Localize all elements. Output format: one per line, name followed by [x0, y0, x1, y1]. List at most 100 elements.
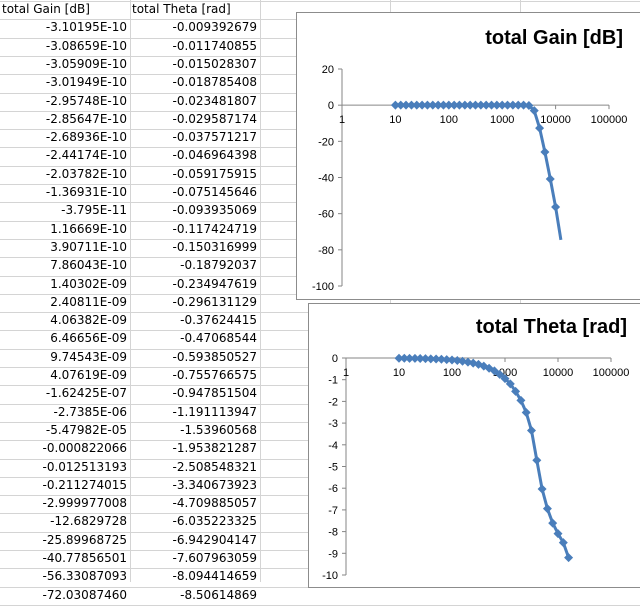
- gain-value-cell[interactable]: 4.07619E-09: [50, 368, 127, 382]
- theta-value-cell[interactable]: -0.093935069: [172, 203, 258, 217]
- data-point-marker: [516, 395, 526, 405]
- gain-value-cell[interactable]: -2.85647E-10: [45, 112, 127, 126]
- gain-value-cell[interactable]: -0.000822066: [42, 441, 128, 455]
- data-point-marker: [460, 100, 470, 110]
- gain-value-cell[interactable]: 7.86043E-10: [50, 258, 127, 272]
- y-tick-label: 0: [328, 100, 334, 112]
- theta-value-cell[interactable]: -1.53960568: [180, 423, 257, 437]
- theta-value-cell[interactable]: -0.150316999: [172, 240, 258, 254]
- theta-value-cell[interactable]: -0.37624415: [180, 313, 257, 327]
- theta-value-cell[interactable]: -1.953821287: [172, 441, 258, 455]
- gain-value-cell[interactable]: 2.40811E-09: [50, 295, 127, 309]
- y-tick-label: -7: [328, 505, 338, 517]
- y-tick-label: 20: [322, 64, 334, 76]
- gain-value-cell[interactable]: -0.012513193: [42, 460, 128, 474]
- data-point-marker: [454, 100, 464, 110]
- y-tick-label: -60: [318, 209, 334, 221]
- theta-value-cell[interactable]: -0.117424719: [172, 222, 258, 236]
- theta-chart[interactable]: total Theta [rad] 0 -1 -2 -3 -4 -5 -6 -7 -8 -9 -10…: [308, 303, 640, 588]
- theta-value-cell[interactable]: -0.18792037: [180, 258, 257, 272]
- column-gridline: [130, 0, 131, 582]
- theta-value-cell[interactable]: -6.035223325: [172, 514, 258, 528]
- gain-chart[interactable]: total Gain [dB] 20 0 -20 -40 -60 -80 -100 1 10 10…: [296, 12, 640, 300]
- gain-value-cell[interactable]: 3.90711E-10: [50, 240, 127, 254]
- y-tick-label: -6: [328, 483, 338, 495]
- row-gridline: [0, 1, 640, 2]
- data-point-marker: [540, 147, 550, 157]
- x-tick-label: 1: [339, 114, 345, 126]
- gain-value-cell[interactable]: -3.10195E-10: [45, 20, 127, 34]
- theta-value-cell[interactable]: -2.508548321: [172, 460, 258, 474]
- theta-value-cell[interactable]: -6.942904147: [172, 533, 258, 547]
- theta-value-cell[interactable]: -0.059175915: [172, 167, 258, 181]
- gain-value-cell[interactable]: -40.77856501: [42, 551, 128, 565]
- gain-chart-title: total Gain [dB]: [485, 27, 623, 49]
- gain-value-cell[interactable]: -2.95748E-10: [45, 94, 127, 108]
- theta-value-cell[interactable]: -4.709885057: [172, 496, 258, 510]
- theta-value-cell[interactable]: -1.191113947: [172, 405, 258, 419]
- theta-value-cell[interactable]: -0.009392679: [172, 20, 258, 34]
- gain-value-cell[interactable]: -0.211274015: [42, 478, 128, 492]
- theta-value-cell[interactable]: -0.47068544: [180, 331, 257, 345]
- theta-value-cell[interactable]: -0.046964398: [172, 148, 258, 162]
- gain-value-cell[interactable]: -3.05909E-10: [45, 57, 127, 71]
- theta-value-cell[interactable]: -0.011740855: [172, 39, 258, 53]
- header-cell-theta[interactable]: total Theta [rad]: [132, 2, 231, 16]
- theta-value-cell[interactable]: -0.023481807: [172, 94, 258, 108]
- gain-value-cell[interactable]: -25.89968725: [42, 533, 128, 547]
- gain-value-cell[interactable]: -1.62425E-07: [45, 386, 127, 400]
- theta-value-cell[interactable]: -0.947851504: [172, 386, 258, 400]
- column-gridline: [260, 0, 261, 582]
- theta-value-cell[interactable]: -0.593850527: [172, 350, 258, 364]
- gain-value-cell[interactable]: -3.01949E-10: [45, 75, 127, 89]
- data-point-marker: [526, 425, 536, 435]
- data-point-marker: [481, 100, 491, 110]
- header-cell-gain[interactable]: total Gain [dB]: [2, 2, 90, 16]
- theta-value-cell[interactable]: -8.50614869: [180, 588, 257, 602]
- data-point-marker: [548, 518, 558, 528]
- theta-value-cell[interactable]: -0.234947619: [172, 277, 258, 291]
- gain-value-cell[interactable]: -2.68936E-10: [45, 130, 127, 144]
- gain-value-cell[interactable]: 6.46656E-09: [50, 331, 127, 345]
- theta-value-cell[interactable]: -0.029587174: [172, 112, 258, 126]
- gain-value-cell[interactable]: -5.47982E-05: [45, 423, 127, 437]
- y-tick-label: -3: [328, 418, 338, 430]
- x-tick-label: 10000: [543, 367, 574, 379]
- gain-value-cell[interactable]: -12.6829728: [50, 514, 127, 528]
- theta-value-cell[interactable]: -0.075145646: [172, 185, 258, 199]
- gain-value-cell[interactable]: 1.40302E-09: [50, 277, 127, 291]
- y-tick-label: -100: [312, 281, 334, 293]
- theta-value-cell[interactable]: -0.015028307: [172, 57, 258, 71]
- theta-value-cell[interactable]: -0.755766575: [172, 368, 258, 382]
- theta-value-cell[interactable]: -8.094414659: [172, 569, 258, 583]
- x-tick-label: 100: [443, 367, 461, 379]
- data-point-marker: [503, 100, 513, 110]
- theta-value-cell[interactable]: -0.037571217: [172, 130, 258, 144]
- data-point-marker: [449, 100, 459, 110]
- gain-value-cell[interactable]: -1.36931E-10: [45, 185, 127, 199]
- gain-value-cell[interactable]: -72.03087460: [42, 588, 128, 602]
- gain-value-cell[interactable]: -3.08659E-10: [45, 39, 127, 53]
- data-point-marker: [558, 538, 568, 548]
- theta-value-cell[interactable]: -7.607963059: [172, 551, 258, 565]
- gain-value-cell[interactable]: -2.44174E-10: [45, 148, 127, 162]
- theta-value-cell[interactable]: -0.018785408: [172, 75, 258, 89]
- gain-value-cell[interactable]: 9.74543E-09: [50, 350, 127, 364]
- data-point-marker: [412, 100, 422, 110]
- theta-value-cell[interactable]: -0.296131129: [172, 295, 258, 309]
- gain-value-cell[interactable]: -2.999977008: [42, 496, 128, 510]
- theta-chart-plot: 0-1-2-3-4-5-6-7-8-9-101 10 100 1000 10000 100…: [322, 353, 629, 582]
- gain-value-cell[interactable]: 1.16669E-10: [50, 222, 127, 236]
- data-point-marker: [420, 354, 430, 364]
- gain-value-cell[interactable]: -2.7385E-06: [53, 405, 128, 419]
- gain-value-cell[interactable]: -2.03782E-10: [45, 167, 127, 181]
- gain-value-cell[interactable]: 4.06382E-09: [50, 313, 127, 327]
- data-point-marker: [537, 484, 547, 494]
- y-tick-label: -1: [328, 375, 338, 387]
- gain-value-cell[interactable]: -3.795E-11: [61, 203, 127, 217]
- theta-value-cell[interactable]: -3.340673923: [172, 478, 258, 492]
- y-tick-label: -10: [322, 570, 338, 582]
- data-point-marker: [428, 100, 438, 110]
- gain-value-cell[interactable]: -56.33087093: [42, 569, 128, 583]
- data-point-marker: [447, 355, 457, 365]
